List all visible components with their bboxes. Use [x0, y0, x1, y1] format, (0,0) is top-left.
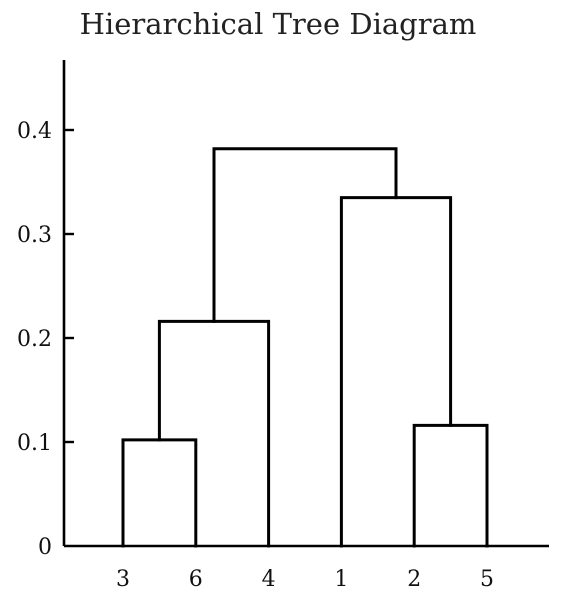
leaf-label: 3	[116, 567, 130, 592]
dendrogram-links	[121, 147, 489, 548]
leaf-label: 2	[407, 567, 421, 592]
leaf-label: 5	[480, 567, 494, 592]
y-tick-label: 0.1	[17, 431, 52, 456]
y-tick-label: 0	[38, 535, 52, 560]
leaf-label: 6	[189, 567, 203, 592]
dendrogram-link	[212, 147, 398, 323]
y-tick-label: 0.3	[17, 223, 52, 248]
y-tick-label: 0.4	[17, 119, 52, 144]
dendrogram-link	[412, 423, 489, 548]
leaf-label: 1	[334, 567, 348, 592]
dendrogram-link	[157, 319, 271, 548]
y-tick-labels: 0 0.1 0.2 0.3 0.4	[17, 119, 52, 560]
leaf-label: 4	[262, 567, 276, 592]
axes	[62, 60, 549, 548]
dendrogram-link	[339, 196, 453, 548]
y-tick-label: 0.2	[17, 327, 52, 352]
dendrogram-link	[121, 438, 198, 548]
chart-title: Hierarchical Tree Diagram	[80, 7, 477, 41]
x-tick-labels: 3 6 4 1 2 5	[116, 567, 494, 592]
